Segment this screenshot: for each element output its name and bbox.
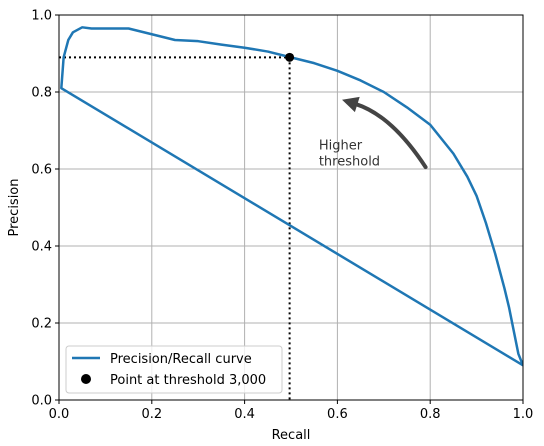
annotation-arrow-head bbox=[342, 96, 360, 113]
annotation-arrow-shaft bbox=[353, 101, 428, 170]
plot-frame bbox=[58, 14, 524, 401]
x-tick-label: 1.0 bbox=[513, 407, 534, 422]
x-axis-label: Recall bbox=[272, 428, 311, 443]
series-line-0 bbox=[60, 26, 523, 367]
y-tick-label: 0.8 bbox=[31, 86, 52, 101]
ticks: 0.0 0.2 0.4 0.6 0.8 1.0 0.0 0.2 0.4 0.6 0.8 1.0 bbox=[31, 9, 533, 423]
x-tick-label: 0.0 bbox=[49, 407, 70, 422]
threshold-guides bbox=[59, 56, 291, 400]
legend: Precision/Recall curve Point at threshol… bbox=[65, 345, 283, 394]
annotation-text-line1: Higher bbox=[319, 138, 363, 153]
x-tick-label: 0.8 bbox=[420, 407, 441, 422]
annotation-text-line2: threshold bbox=[319, 154, 380, 169]
y-tick-label: 0.0 bbox=[31, 394, 52, 409]
x-tick-label: 0.2 bbox=[141, 407, 162, 422]
x-tick-label: 0.4 bbox=[234, 407, 255, 422]
y-tick-label: 1.0 bbox=[31, 9, 52, 24]
point-layer bbox=[285, 52, 295, 62]
legend-point-label: Point at threshold 3,000 bbox=[110, 373, 266, 388]
grid bbox=[58, 14, 524, 401]
y-tick-label: 0.6 bbox=[31, 163, 52, 178]
legend-box bbox=[65, 345, 283, 394]
y-tick-label: 0.2 bbox=[31, 317, 52, 332]
x-tick-label: 0.6 bbox=[327, 407, 348, 422]
legend-point-swatch bbox=[81, 374, 91, 384]
annotation-layer: Higher threshold bbox=[319, 96, 428, 170]
y-tick-label: 0.4 bbox=[31, 240, 52, 255]
legend-curve-label: Precision/Recall curve bbox=[110, 352, 252, 367]
y-axis-label: Precision bbox=[7, 178, 22, 236]
series-layer bbox=[60, 26, 523, 367]
threshold-point bbox=[285, 52, 295, 62]
